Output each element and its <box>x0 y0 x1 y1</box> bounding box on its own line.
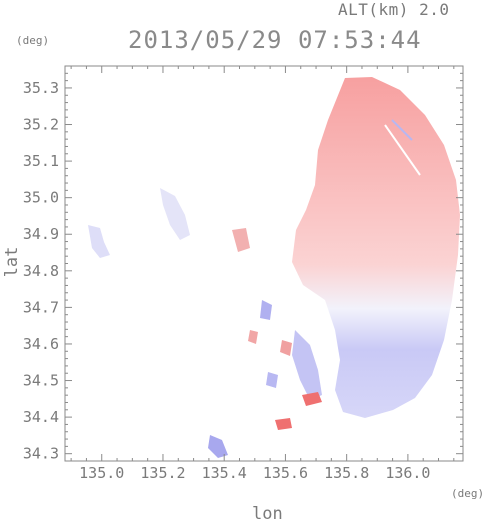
x-tick-label: 135.6 <box>263 464 308 482</box>
y-tick-label: 34.9 <box>23 225 59 243</box>
altitude-label: ALT(km) 2.0 <box>338 0 450 19</box>
y-tick-label: 34.6 <box>23 335 59 353</box>
west-echo <box>88 225 110 258</box>
x-tick-label: 135.8 <box>324 464 369 482</box>
x-axis-unit: (deg) <box>451 487 485 500</box>
y-axis-ticks: 35.3 35.2 35.1 35.0 34.9 34.8 34.7 34.6 34.5 34.4… <box>23 65 463 463</box>
y-tick-label: 34.5 <box>23 372 59 390</box>
radial-velocity-field <box>88 77 460 458</box>
y-tick-label: 35.2 <box>23 116 59 134</box>
echo-streak <box>384 124 421 176</box>
y-tick-label: 34.8 <box>23 262 59 280</box>
x-tick-label: 135.0 <box>79 464 124 482</box>
y-tick-label: 35.0 <box>23 189 59 207</box>
scatter-echo-b <box>260 300 272 320</box>
scatter-echo-e <box>248 330 258 344</box>
scatter-echo-c <box>280 340 292 356</box>
scatter-echo-d <box>266 372 278 388</box>
echo-streak-blue <box>391 119 413 141</box>
central-blue-echo <box>292 330 322 400</box>
x-axis-label: lon <box>252 504 283 524</box>
y-tick-label: 34.3 <box>23 445 59 463</box>
y-tick-label: 35.3 <box>23 79 59 97</box>
northwest-echo <box>160 188 190 240</box>
y-tick-label: 34.7 <box>23 298 59 316</box>
x-tick-label: 135.4 <box>202 464 247 482</box>
timestamp: 2013/05/29 07:53:44 <box>128 26 422 54</box>
x-axis-ticks: 135.0 135.2 135.4 135.6 135.8 136.0 <box>70 66 455 482</box>
y-tick-label: 34.4 <box>23 408 59 426</box>
red-cell-southeast <box>302 392 322 406</box>
south-echo <box>208 435 228 458</box>
y-axis-unit: (deg) <box>16 34 50 47</box>
x-tick-label: 136.0 <box>385 464 430 482</box>
x-tick-label: 135.2 <box>140 464 185 482</box>
scatter-echo-a <box>232 228 250 252</box>
main-echo-region <box>292 77 460 418</box>
red-cell-south <box>275 418 292 430</box>
y-tick-label: 35.1 <box>23 152 59 170</box>
